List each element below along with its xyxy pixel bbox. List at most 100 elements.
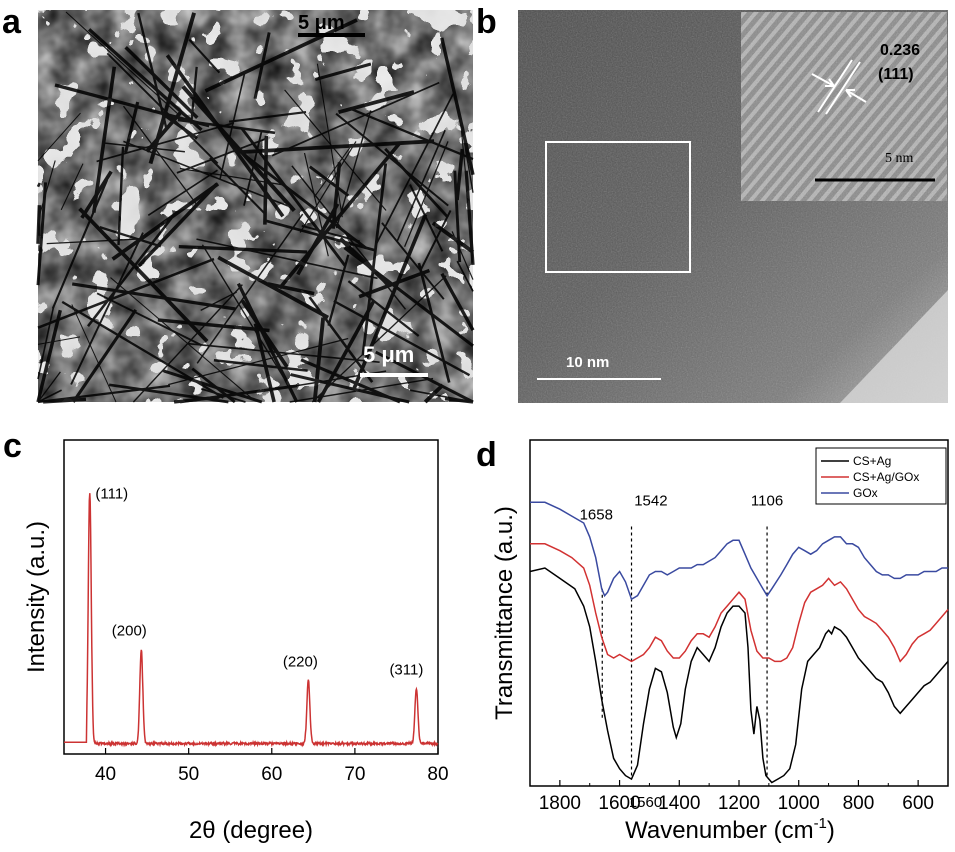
nanowire (117, 146, 125, 246)
nanowire (190, 66, 198, 125)
nanowire (431, 221, 475, 254)
ftir-x-tick-label: 1000 (778, 793, 820, 814)
panel-b: b 0.236 (111) 5 nm 10 nm (476, 3, 948, 403)
nanowire (162, 369, 263, 404)
nanowire (240, 127, 347, 267)
nanowire (165, 54, 285, 218)
nanowire (331, 162, 342, 229)
ftir-series (529, 501, 949, 784)
nanowire (54, 83, 210, 128)
nanowire (456, 260, 474, 292)
xrd-x-tick-label: 80 (427, 764, 448, 785)
lattice-marker-line-1 (817, 59, 853, 113)
scalebar-a-top-label: 5 μm (298, 12, 345, 34)
xrd-y-axis-label: Intensity (a.u.) (23, 521, 50, 673)
nanowire (108, 383, 229, 404)
ftir-x-tick-label: 800 (843, 793, 875, 814)
nanowire (263, 135, 269, 225)
nanowire (347, 280, 420, 337)
lattice-plane-label: (111) (878, 66, 914, 83)
nanowire (124, 46, 199, 119)
nanowire (242, 139, 435, 154)
ftir-series-line (530, 501, 948, 601)
scalebar-b-label: 10 nm (566, 354, 609, 371)
nanowire (455, 148, 465, 201)
panel-label-a: a (2, 3, 22, 41)
hrtem-selection-box (545, 141, 691, 273)
nanowire (51, 179, 109, 309)
nanowire (217, 255, 329, 320)
nanowire (37, 389, 62, 403)
nanowire (327, 254, 350, 327)
nanowire (36, 205, 42, 244)
nanowire (228, 111, 307, 123)
nanowire (70, 232, 144, 385)
nanowire (440, 37, 475, 176)
nanowire (46, 238, 143, 245)
panel-label-d: d (476, 436, 497, 474)
nanowire (123, 101, 140, 154)
nanowire (96, 292, 202, 346)
nanowire (37, 371, 61, 403)
nanowire (351, 108, 474, 161)
nanowire (267, 282, 315, 296)
nanowire (335, 110, 372, 229)
inset-scalebar-label: 5 nm (885, 151, 914, 166)
nanowire (409, 389, 474, 403)
nanowire (230, 144, 367, 250)
nanowire (338, 90, 415, 115)
nanowire (123, 140, 289, 207)
xrd-x-tick-label: 40 (95, 764, 116, 785)
nanowire (384, 147, 449, 219)
ftir-peak-annotation: 1106 (751, 493, 783, 510)
ftir-x-axis-label-main: Wavenumber (cm (625, 817, 813, 844)
lattice-spacing-label: 0.236 (880, 42, 920, 59)
panel-label-b: b (476, 3, 497, 41)
ftir-x-tick-label: 1600 (598, 793, 640, 814)
nanowire (96, 122, 235, 163)
nanowire (147, 169, 218, 216)
nanowire (36, 182, 41, 188)
xrd-peak-label: (311) (389, 662, 423, 679)
lattice-marker-line-2 (825, 61, 861, 115)
nanowire (271, 81, 440, 157)
nanowire (176, 138, 266, 174)
nanowire (37, 112, 81, 162)
nanowire (88, 28, 203, 132)
legend-label-gox: GOx (853, 486, 878, 500)
xrd-x-tick-label: 70 (344, 764, 365, 785)
nanowire (243, 129, 263, 206)
nanowire (290, 373, 410, 404)
ftir-x-tick-label: 600 (902, 793, 934, 814)
hrtem-bright-edge (840, 290, 948, 403)
nanowire (157, 318, 270, 333)
hrtem-inset-noise (741, 12, 947, 201)
ftir-annotations: 1658 1542 1106 1560 (580, 493, 784, 811)
nanowire (200, 291, 238, 312)
panel-a: a 5 μm 5 μm (2, 3, 475, 404)
nanowire (314, 62, 372, 81)
nanowire (188, 38, 221, 74)
nanowire (420, 209, 452, 271)
ftir-y-axis-label: Transmittance (a.u.) (491, 506, 518, 720)
nanowire (381, 222, 445, 300)
legend-label-cs-ag-gox: CS+Ag/GOx (853, 470, 919, 484)
nanowire-strokes (36, 11, 475, 404)
nanowire (78, 207, 209, 343)
nanowire (87, 217, 173, 327)
panel-d: d 1800 1600 1400 1200 1000 800 600 1658 1542 110… (476, 436, 949, 844)
nanowire (236, 282, 299, 403)
ftir-series-line (529, 567, 949, 784)
panel-label-c: c (3, 427, 22, 465)
nanowire (72, 309, 138, 403)
nanowire (92, 66, 117, 213)
nanowire (213, 359, 308, 372)
nanowire (148, 12, 196, 165)
nanowire (308, 165, 350, 197)
nanowire (99, 226, 162, 248)
nanowire (301, 224, 361, 243)
nanowire (409, 184, 444, 252)
ftir-x-axis-label-sup: -1 (814, 815, 827, 832)
nanowire (343, 246, 474, 348)
ftir-x-axis-label-end: ) (827, 817, 835, 844)
